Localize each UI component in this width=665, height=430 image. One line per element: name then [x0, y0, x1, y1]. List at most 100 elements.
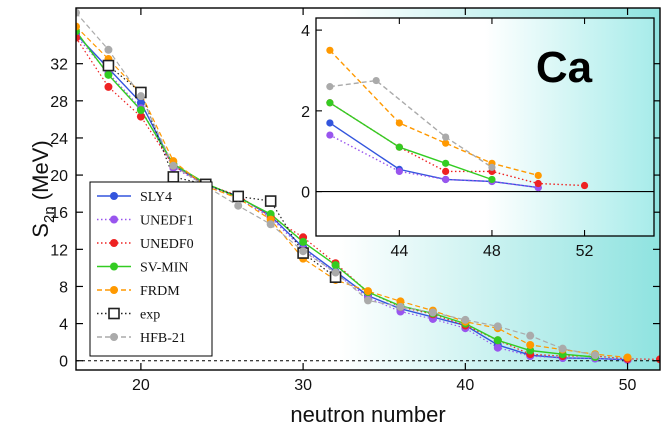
inset-data-point-unedf0 — [442, 167, 450, 176]
y-axis-title-sub: 2n — [41, 206, 58, 223]
data-point-frdm — [623, 353, 632, 362]
legend-entry-exp: exp — [97, 308, 160, 323]
data-point-hfb-21 — [493, 322, 502, 331]
inset-element-label: Ca — [536, 43, 593, 92]
data-point-hfb-21 — [591, 351, 600, 360]
data-point-frdm — [76, 22, 80, 31]
data-point-unedf0 — [104, 82, 113, 91]
legend-entry-frdm: FRDM — [97, 284, 180, 299]
legend-marker — [110, 215, 118, 224]
inset-data-point-sv-min — [395, 143, 403, 151]
legend-entry-hfb-21: HFB-21 — [97, 331, 186, 346]
inset-data-point-hfb-21 — [442, 133, 450, 141]
inset-data-point-unedf1 — [395, 167, 403, 176]
data-point-frdm — [364, 287, 372, 296]
y-tick-label: 24 — [50, 131, 68, 148]
inset-data-point-frdm — [442, 139, 450, 147]
data-point-hfb-21 — [558, 344, 567, 353]
inset-data-point-unedf0 — [534, 179, 542, 188]
inset-series-line-frdm — [329, 49, 539, 177]
inset-x-tick-label: 52 — [576, 243, 594, 260]
inset-data-point-unedf0 — [580, 181, 589, 190]
inset-y-tick-label: 2 — [301, 104, 310, 121]
inset-data-point-unedf1 — [326, 131, 334, 139]
data-point-hfb-21 — [104, 45, 113, 54]
series-line-unedf1 — [76, 35, 628, 361]
y-axis-title-main: S — [28, 223, 53, 238]
x-axis-title: neutron number — [290, 402, 445, 427]
plot-frame — [75, 7, 661, 371]
legend-label: HFB-21 — [140, 331, 186, 346]
data-point-sv-min — [266, 210, 275, 219]
inset-axes: 44 48 52 0 2 4 — [301, 18, 594, 260]
legend-marker — [110, 262, 118, 271]
inset-series-line-sv-min — [329, 102, 493, 181]
inset-y-tick-label: 0 — [301, 185, 310, 202]
inset-data-point-frdm — [534, 171, 542, 180]
inset-x-tick-label: 48 — [483, 243, 501, 260]
x-tick-label: 20 — [132, 377, 150, 394]
data-point-hfb-21 — [364, 296, 372, 305]
inset-y-tick-label: 4 — [301, 23, 310, 40]
data-point-sv-min — [104, 70, 113, 79]
y-axis-title: S2n (MeV) — [28, 140, 58, 237]
legend-box — [89, 181, 213, 357]
y-axis-title-unit: (MeV) — [28, 140, 53, 206]
inset-series-line-hfb-21 — [329, 79, 493, 168]
inset-data-point-sly4 — [326, 119, 334, 127]
legend: SLY4 UNEDF1 UNEDF0 SV-MIN FRDM exp HFB-21 — [89, 181, 213, 357]
data-point-hfb-21 — [266, 220, 275, 229]
y-tick-label: 28 — [50, 94, 68, 111]
y-tick-label: 16 — [50, 205, 68, 222]
y-tick-label: 0 — [59, 354, 68, 371]
data-point-sv-min — [299, 237, 308, 246]
data-point-frdm — [396, 297, 405, 306]
inset-x-tick-label: 44 — [390, 243, 408, 260]
inset-data-point-sv-min — [488, 175, 496, 184]
inset-data-point-unedf1 — [442, 175, 450, 184]
series-line-frdm — [76, 26, 628, 359]
legend-entry-unedf1: UNEDF1 — [97, 214, 194, 229]
y-tick-label: 4 — [59, 317, 68, 334]
inset-data-point-frdm — [326, 46, 334, 54]
data-point-exp — [102, 59, 115, 72]
inset-data-point-sv-min — [326, 99, 334, 107]
data-point-frdm — [526, 340, 535, 349]
legend-marker — [110, 239, 118, 247]
legend-label: SV-MIN — [140, 261, 189, 276]
legend-marker — [108, 307, 120, 320]
data-point-unedf1 — [493, 343, 502, 352]
data-point-hfb-21 — [169, 161, 178, 170]
data-point-sv-min — [331, 261, 340, 270]
data-point-hfb-21 — [461, 315, 470, 324]
data-point-hfb-21 — [299, 247, 308, 256]
data-point-hfb-21 — [396, 302, 405, 311]
legend-marker — [110, 333, 118, 341]
legend-label: FRDM — [140, 284, 180, 299]
x-tick-label: 50 — [619, 377, 637, 394]
inset-background — [316, 18, 654, 236]
data-point-hfb-21 — [428, 308, 437, 317]
data-point-exp — [264, 195, 277, 207]
inset-data-point-hfb-21 — [372, 76, 380, 85]
legend-entry-sv-min: SV-MIN — [97, 261, 189, 276]
data-point-hfb-21 — [76, 8, 80, 17]
data-point-sly4 — [136, 98, 145, 107]
data-point-unedf0 — [136, 112, 145, 121]
legend-entry-unedf0: UNEDF0 — [97, 237, 194, 252]
x-tick-label: 30 — [294, 377, 312, 394]
legend-label: UNEDF0 — [140, 237, 194, 252]
inset-data-point-frdm — [395, 119, 403, 127]
x-tick-label: 40 — [456, 377, 474, 394]
y-tick-label: 20 — [50, 168, 68, 185]
data-point-hfb-21 — [331, 268, 340, 277]
legend-marker — [110, 286, 118, 294]
data-point-hfb-21 — [234, 201, 243, 210]
legend-label: SLY4 — [140, 190, 172, 205]
y-tick-label: 8 — [59, 279, 68, 296]
y-tick-label: 32 — [50, 57, 68, 74]
inset-data-point-sv-min — [442, 159, 450, 167]
legend-entry-sly4: SLY4 — [97, 190, 172, 205]
